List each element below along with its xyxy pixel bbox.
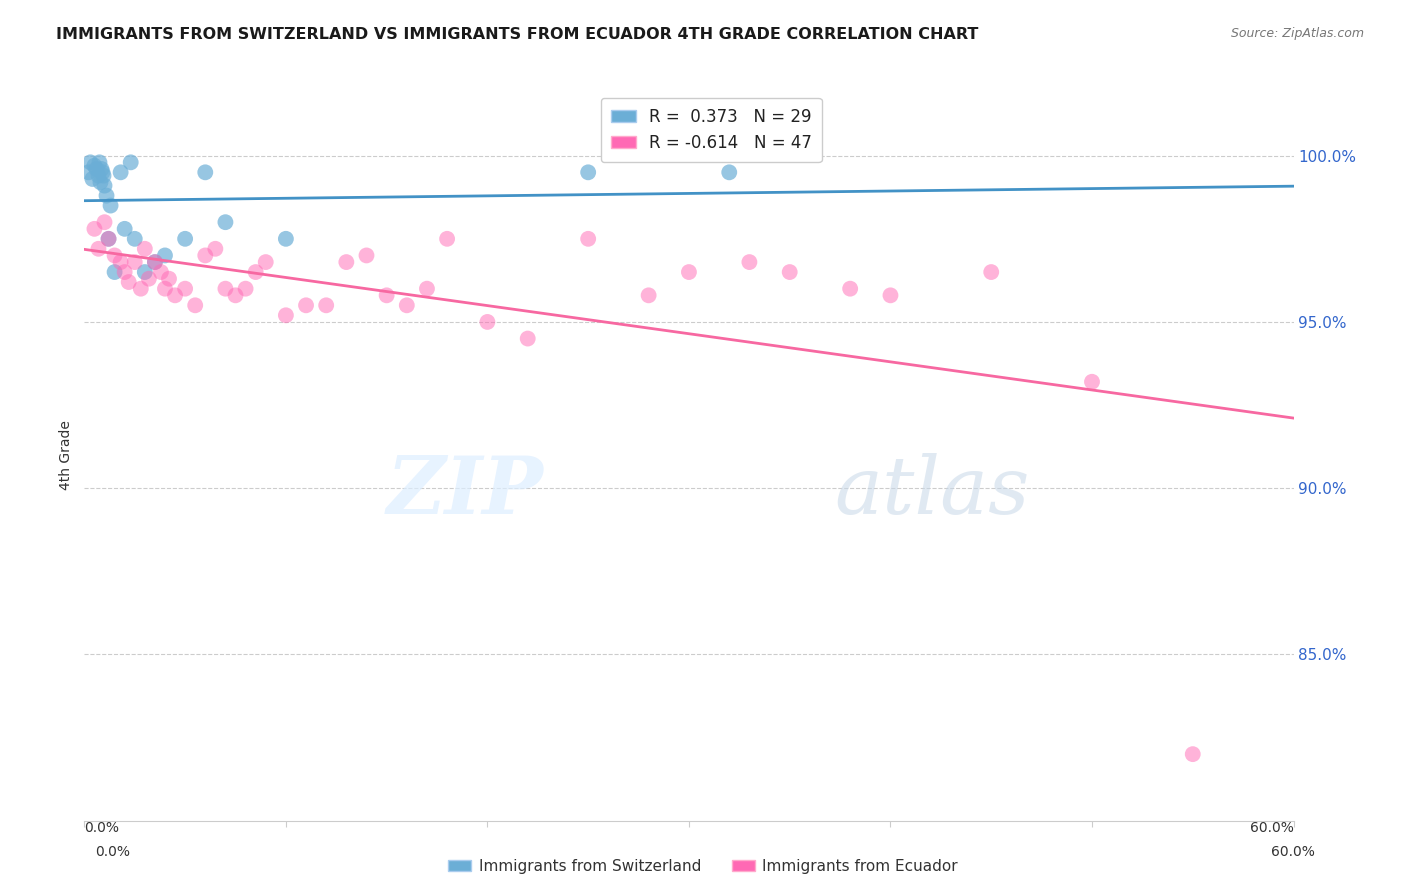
Point <box>86 161 108 176</box>
Point <box>97 232 120 246</box>
Point <box>93 169 115 183</box>
Point <box>91 165 114 179</box>
Point <box>89 175 111 189</box>
Point <box>157 271 180 285</box>
Point <box>134 242 156 256</box>
Point <box>83 222 105 236</box>
Text: 60.0%: 60.0% <box>1250 821 1294 835</box>
Point <box>1081 375 1104 389</box>
Text: IMMIGRANTS FROM SWITZERLAND VS IMMIGRANTS FROM ECUADOR 4TH GRADE CORRELATION CHA: IMMIGRANTS FROM SWITZERLAND VS IMMIGRANT… <box>56 27 979 42</box>
Point <box>356 248 378 262</box>
Point <box>214 215 236 229</box>
Point <box>110 165 132 179</box>
Point <box>194 165 217 179</box>
Point <box>516 332 538 346</box>
Text: atlas: atlas <box>834 453 1029 530</box>
Point <box>87 242 110 256</box>
Point <box>274 232 297 246</box>
Point <box>90 161 112 176</box>
Point <box>576 165 599 179</box>
Point <box>839 282 862 296</box>
Point <box>153 282 176 296</box>
Point <box>174 232 197 246</box>
Point <box>225 288 247 302</box>
Point <box>104 248 127 262</box>
Point <box>879 288 901 302</box>
Text: Source: ZipAtlas.com: Source: ZipAtlas.com <box>1230 27 1364 40</box>
Text: 0.0%: 0.0% <box>84 821 120 835</box>
Point <box>184 298 207 312</box>
Text: 0.0%: 0.0% <box>96 845 131 859</box>
Point <box>100 198 122 212</box>
Point <box>118 275 141 289</box>
Point <box>254 255 277 269</box>
Point <box>1181 747 1204 761</box>
Point <box>83 159 105 173</box>
Point <box>138 271 160 285</box>
Point <box>96 188 118 202</box>
Point <box>779 265 801 279</box>
Point <box>395 298 418 312</box>
Point <box>97 232 120 246</box>
Point <box>576 232 599 246</box>
Point <box>143 255 166 269</box>
Point <box>124 255 146 269</box>
Point <box>245 265 267 279</box>
Point <box>89 155 111 169</box>
Point <box>93 178 115 193</box>
Point <box>124 232 146 246</box>
Point <box>114 222 136 236</box>
Point <box>143 255 166 269</box>
Point <box>174 282 197 296</box>
Point <box>110 255 132 269</box>
Point <box>436 232 458 246</box>
Point <box>235 282 257 296</box>
Point <box>194 248 217 262</box>
Point <box>416 282 439 296</box>
Point <box>637 288 659 302</box>
Point <box>82 172 104 186</box>
Point <box>114 265 136 279</box>
Point <box>980 265 1002 279</box>
Point <box>738 255 761 269</box>
Point <box>477 315 499 329</box>
Point <box>104 265 127 279</box>
Point <box>295 298 318 312</box>
Point <box>274 308 297 322</box>
Legend: R =  0.373   N = 29, R = -0.614   N = 47: R = 0.373 N = 29, R = -0.614 N = 47 <box>600 97 821 161</box>
Point <box>718 165 741 179</box>
Point <box>678 265 700 279</box>
Point <box>87 169 110 183</box>
Point <box>153 248 176 262</box>
Point <box>165 288 187 302</box>
Point <box>134 265 156 279</box>
Point <box>120 155 142 169</box>
Point <box>149 265 172 279</box>
Point <box>315 298 337 312</box>
Point <box>129 282 152 296</box>
Point <box>214 282 236 296</box>
Text: 60.0%: 60.0% <box>1271 845 1315 859</box>
Point <box>79 155 101 169</box>
Point <box>77 165 100 179</box>
Point <box>335 255 357 269</box>
Point <box>375 288 398 302</box>
Y-axis label: 4th Grade: 4th Grade <box>59 420 73 490</box>
Text: ZIP: ZIP <box>387 453 544 530</box>
Point <box>204 242 226 256</box>
Legend: Immigrants from Switzerland, Immigrants from Ecuador: Immigrants from Switzerland, Immigrants … <box>441 853 965 880</box>
Point <box>93 215 115 229</box>
